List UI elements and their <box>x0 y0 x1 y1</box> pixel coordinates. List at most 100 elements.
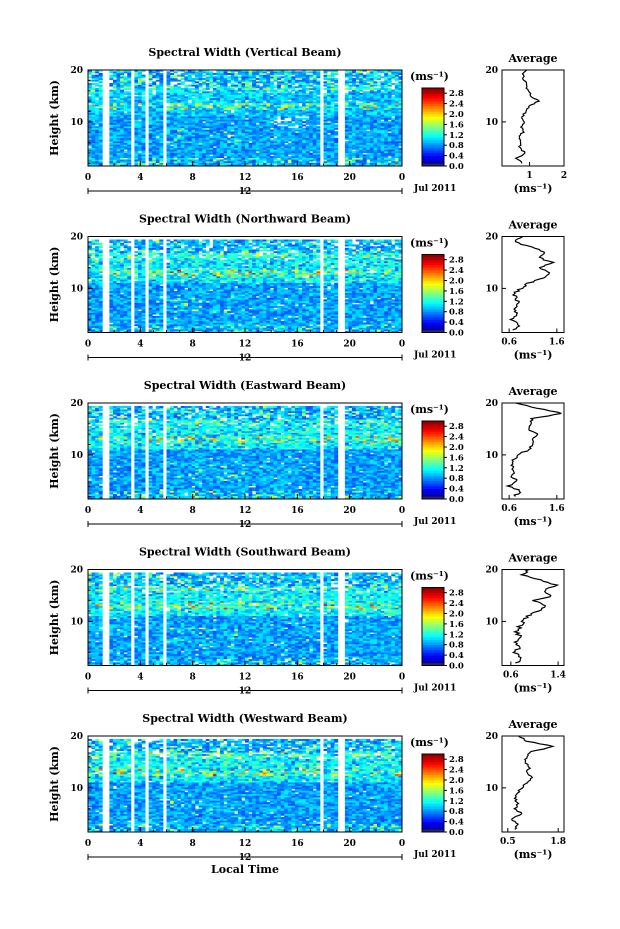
heatmap-cell <box>302 146 307 149</box>
heatmap-cell <box>95 79 100 82</box>
heatmap-cell <box>298 136 303 139</box>
heatmap-cell <box>352 87 357 90</box>
heatmap-cell <box>252 86 257 89</box>
heatmap-cell <box>291 96 296 99</box>
heatmap-cell <box>302 111 307 114</box>
heatmap-cell <box>116 154 121 157</box>
heatmap-cell <box>259 73 264 75</box>
heatmap-cell <box>330 129 335 132</box>
heatmap-cell <box>298 134 303 137</box>
heatmap-cell <box>141 325 146 328</box>
heatmap-cell <box>155 117 160 120</box>
heatmap-cell <box>187 109 192 112</box>
heatmap-cell <box>266 92 271 95</box>
heatmap-cell <box>245 109 249 112</box>
heatmap-cell <box>302 112 307 115</box>
heatmap-cell <box>205 144 210 147</box>
heatmap-cell <box>259 122 264 125</box>
heatmap-cell <box>184 162 189 165</box>
heatmap-cell <box>166 73 171 75</box>
heatmap-cell <box>216 149 221 152</box>
heatmap-cell <box>230 127 235 130</box>
heatmap-cell <box>177 91 182 94</box>
heatmap-cell <box>366 324 371 327</box>
heatmap-cell <box>359 132 364 135</box>
heatmap-cell <box>269 327 274 330</box>
heatmap-cell <box>359 137 364 140</box>
heatmap-cell <box>98 111 103 114</box>
heatmap-cell <box>237 141 242 144</box>
heatmap-cell <box>123 81 128 84</box>
heatmap-cell <box>237 109 242 112</box>
heatmap-cell <box>384 146 389 149</box>
heatmap-cell <box>109 126 114 129</box>
heatmap-cell <box>152 164 157 167</box>
heatmap-cell <box>116 74 121 77</box>
heatmap-cell <box>391 106 396 109</box>
heatmap-cell <box>202 136 207 139</box>
heatmap-cell <box>95 164 100 167</box>
heatmap-cell <box>241 129 246 132</box>
heatmap-cell <box>312 122 317 125</box>
heatmap-cell <box>394 325 399 328</box>
heatmap-cell <box>116 102 121 105</box>
heatmap-cell <box>280 152 285 155</box>
heatmap-cell <box>152 152 157 155</box>
heatmap-cell <box>109 164 114 167</box>
heatmap-cell <box>384 87 389 90</box>
heatmap-cell <box>355 87 360 90</box>
heatmap-cell <box>241 74 246 77</box>
heatmap-cell <box>398 151 403 154</box>
heatmap-cell <box>287 132 292 135</box>
heatmap-cell <box>127 131 132 134</box>
heatmap-cell <box>159 119 164 122</box>
heatmap-cell <box>316 329 321 332</box>
heatmap-cell <box>327 94 332 97</box>
heatmap-cell <box>220 81 224 84</box>
heatmap-cell <box>366 106 371 109</box>
heatmap-cell <box>112 92 117 95</box>
heatmap-cell <box>148 129 153 132</box>
heatmap-cell <box>380 141 385 144</box>
heatmap-cell <box>245 147 249 150</box>
heatmap-cell <box>234 129 239 132</box>
heatmap-cell <box>223 154 228 157</box>
heatmap-cell <box>227 69 232 72</box>
heatmap-cell <box>187 74 192 77</box>
heatmap-cell <box>127 86 132 89</box>
heatmap-cell <box>109 109 114 112</box>
heatmap-cell <box>248 126 253 129</box>
heatmap-cell <box>227 329 232 332</box>
heatmap-cell <box>123 137 128 140</box>
heatmap-cell <box>377 149 381 152</box>
heatmap-cell <box>352 79 357 82</box>
heatmap-cell <box>95 99 100 102</box>
heatmap-cell <box>266 102 271 105</box>
heatmap-cell <box>166 96 171 99</box>
heatmap-cell <box>230 324 235 327</box>
heatmap-cell <box>227 102 232 105</box>
heatmap-cell <box>155 147 160 150</box>
heatmap-cell <box>348 131 353 134</box>
heatmap-cell <box>391 136 396 139</box>
heatmap-cell <box>173 132 178 135</box>
heatmap-cell <box>298 325 303 328</box>
heatmap-cell <box>223 327 228 330</box>
heatmap-cell <box>195 91 200 94</box>
heatmap-cell <box>212 73 217 75</box>
heatmap-cell <box>170 325 175 328</box>
heatmap-cell <box>95 149 100 152</box>
heatmap-cell <box>259 106 264 109</box>
heatmap-cell <box>141 162 146 165</box>
heatmap-cell <box>327 164 332 167</box>
heatmap-cell <box>159 161 164 163</box>
heatmap-cell <box>380 329 385 332</box>
heatmap-cell <box>269 116 274 119</box>
heatmap-cell <box>391 134 396 137</box>
heatmap-cell <box>369 81 374 84</box>
heatmap-cell <box>112 124 117 127</box>
heatmap-cell <box>294 106 299 109</box>
heatmap-cell <box>262 86 267 89</box>
heatmap-cell <box>355 161 360 163</box>
heatmap-cell <box>366 154 371 157</box>
